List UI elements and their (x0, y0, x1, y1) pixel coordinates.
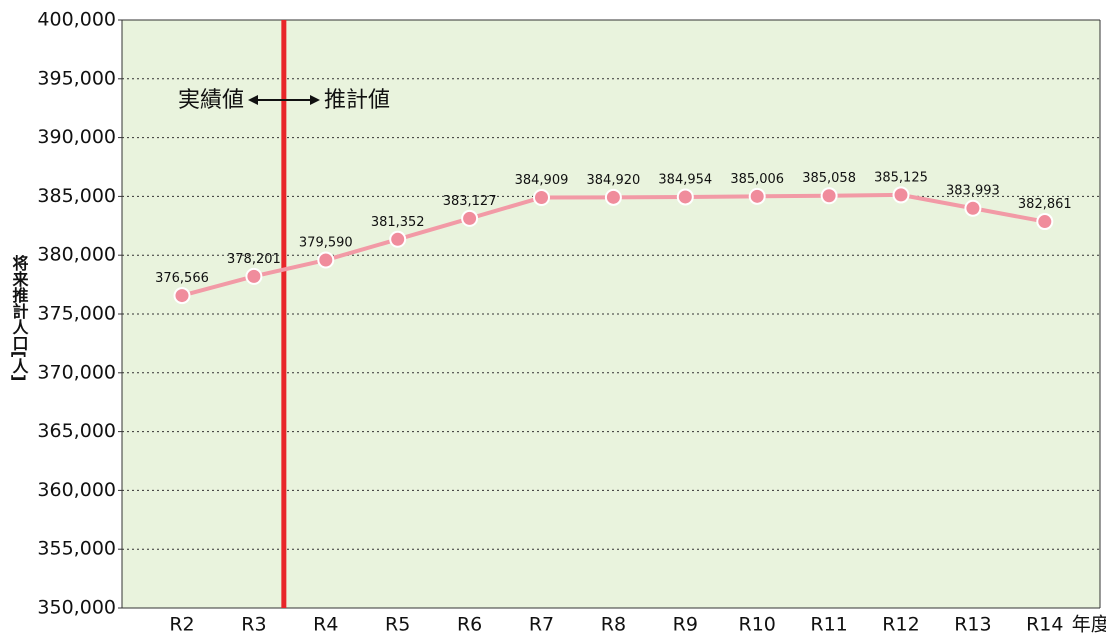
x-tick-label: R13 (954, 614, 991, 635)
annotation: 推計値 (324, 88, 390, 113)
value-label: 385,058 (802, 171, 856, 186)
x-tick-label: R2 (169, 614, 194, 635)
y-tick-label: 395,000 (37, 67, 116, 89)
x-tick-label: R9 (673, 614, 698, 635)
value-label: 383,127 (443, 194, 497, 209)
x-tick-label: R7 (529, 614, 554, 635)
marker (389, 230, 407, 248)
y-tick-label: 385,000 (37, 185, 116, 207)
x-tick-label: R5 (385, 614, 410, 635)
value-label: 382,861 (1018, 197, 1072, 212)
x-tick-label: R6 (457, 614, 482, 635)
x-tick-label: R12 (882, 614, 919, 635)
value-label: 385,125 (874, 170, 928, 185)
x-tick-label: R4 (313, 614, 338, 635)
y-axis-label: 将来推計人口[人] (10, 254, 30, 382)
marker (533, 188, 550, 206)
marker (1036, 213, 1054, 231)
marker (461, 209, 479, 227)
y-tick-label: 370,000 (37, 361, 116, 383)
marker (317, 251, 335, 269)
marker (892, 186, 910, 204)
value-label: 384,920 (587, 173, 641, 188)
x-tick-label: R10 (739, 614, 776, 635)
arrow-head (310, 95, 320, 105)
value-label: 379,590 (299, 236, 353, 251)
value-label: 385,006 (730, 172, 784, 187)
arrow-head (248, 95, 258, 105)
y-tick-label: 400,000 (37, 9, 116, 31)
x-tick-label: R14 (1026, 614, 1063, 635)
value-label: 383,993 (946, 184, 1000, 199)
marker (173, 287, 191, 305)
value-label: 384,909 (515, 173, 569, 188)
y-tick-label: 355,000 (37, 538, 116, 560)
marker (676, 188, 694, 206)
value-label: 381,352 (371, 215, 425, 230)
value-label: 384,954 (658, 172, 712, 187)
y-tick-label: 365,000 (37, 420, 116, 442)
annotation: 実績値 (178, 88, 244, 113)
x-tick-label: R3 (241, 614, 266, 635)
x-tick-label: R8 (601, 614, 626, 635)
marker (820, 187, 838, 205)
marker (245, 267, 263, 285)
marker (964, 199, 982, 217)
marker (748, 187, 766, 205)
x-tick-label: R11 (810, 614, 847, 635)
y-tick-label: 380,000 (37, 244, 116, 266)
value-label: 378,201 (227, 252, 281, 267)
y-tick-label: 350,000 (37, 597, 116, 619)
y-tick-label: 390,000 (37, 126, 116, 148)
y-tick-label: 375,000 (37, 303, 116, 325)
y-tick-label: 360,000 (37, 479, 116, 501)
x-axis-label: 年度 (1072, 614, 1106, 635)
value-label: 376,566 (155, 271, 209, 286)
marker (604, 188, 622, 206)
